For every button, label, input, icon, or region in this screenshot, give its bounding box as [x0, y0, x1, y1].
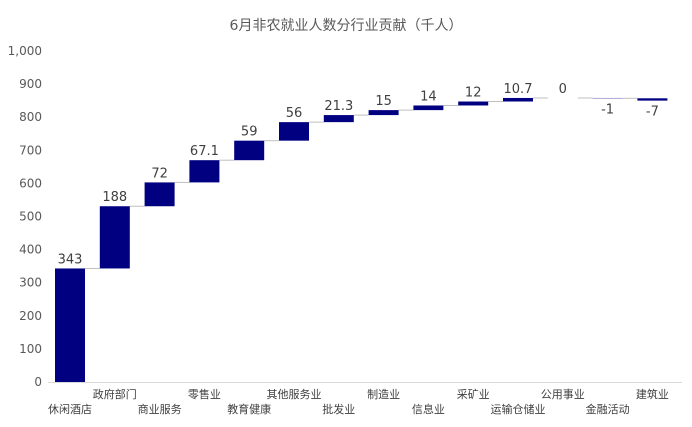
bar-7: [323, 115, 354, 123]
y-tick-label: 200: [19, 309, 42, 323]
connector-lines: [85, 97, 638, 269]
data-label: 67.1: [190, 144, 219, 159]
data-label: -7: [646, 105, 659, 120]
y-axis: 0 100 200 300 400 500 600 700 800 900 1,000: [8, 44, 42, 389]
bar-5: [234, 140, 265, 161]
x-axis: 休闲酒店政府部门商业服务零售业教育健康其他服务业批发业制造业信息业采矿业运输仓储…: [48, 387, 669, 416]
data-label: 59: [241, 125, 258, 140]
data-label: 56: [286, 106, 303, 121]
data-label: 72: [151, 166, 168, 181]
data-label: 0: [559, 82, 567, 97]
data-label: 12: [465, 86, 482, 101]
y-tick-label: 800: [19, 110, 42, 124]
x-tick-label: 商业服务: [138, 402, 182, 416]
bar-8: [368, 110, 399, 116]
data-label: 15: [375, 94, 392, 109]
bar-10: [458, 101, 489, 106]
bar-2: [99, 206, 130, 269]
x-tick-label: 运输仓储业: [491, 402, 546, 416]
bar-6: [279, 122, 309, 141]
x-tick-label: 休闲酒店: [48, 402, 92, 416]
x-tick-label: 建筑业: [636, 387, 669, 401]
x-tick-label: 金融活动: [586, 402, 630, 416]
bar-14: [637, 98, 668, 101]
x-tick-label: 政府部门: [93, 387, 137, 401]
bar-3: [144, 182, 175, 207]
data-labels: 343 188 72 67.1 59 56 21.3 15 14 12 10.7 0 -1 -7: [58, 82, 659, 267]
x-tick-label: 批发业: [322, 402, 355, 416]
bars: [55, 97, 668, 382]
bar-11: [503, 97, 533, 102]
x-tick-label: 采矿业: [457, 388, 490, 401]
y-tick-label: 900: [19, 77, 42, 91]
bar-1: [55, 268, 85, 382]
y-tick-label: 1,000: [8, 44, 42, 58]
x-tick-label: 教育健康: [227, 402, 271, 416]
data-label: 343: [58, 252, 83, 267]
data-label: -1: [601, 102, 614, 117]
data-label: 21.3: [324, 99, 353, 114]
data-label: 10.7: [504, 82, 533, 97]
x-tick-label: 零售业: [188, 387, 221, 401]
x-tick-label: 信息业: [412, 402, 445, 416]
x-tick-label: 公用事业: [541, 388, 585, 401]
y-tick-label: 500: [19, 210, 42, 224]
data-label: 188: [102, 190, 127, 205]
y-tick-label: 700: [19, 143, 42, 157]
y-tick-label: 100: [19, 342, 42, 356]
x-tick-label: 其他服务业: [267, 388, 322, 401]
y-tick-label: 400: [19, 243, 42, 257]
y-tick-label: 0: [34, 375, 42, 389]
chart-title: 6月非农就业人数分行业贡献（千人）: [230, 18, 463, 34]
data-label: 14: [420, 89, 437, 104]
bar-4: [189, 160, 220, 183]
bar-9: [413, 105, 444, 111]
y-tick-label: 300: [19, 276, 42, 290]
y-tick-label: 600: [19, 176, 42, 190]
x-tick-label: 制造业: [367, 387, 400, 401]
